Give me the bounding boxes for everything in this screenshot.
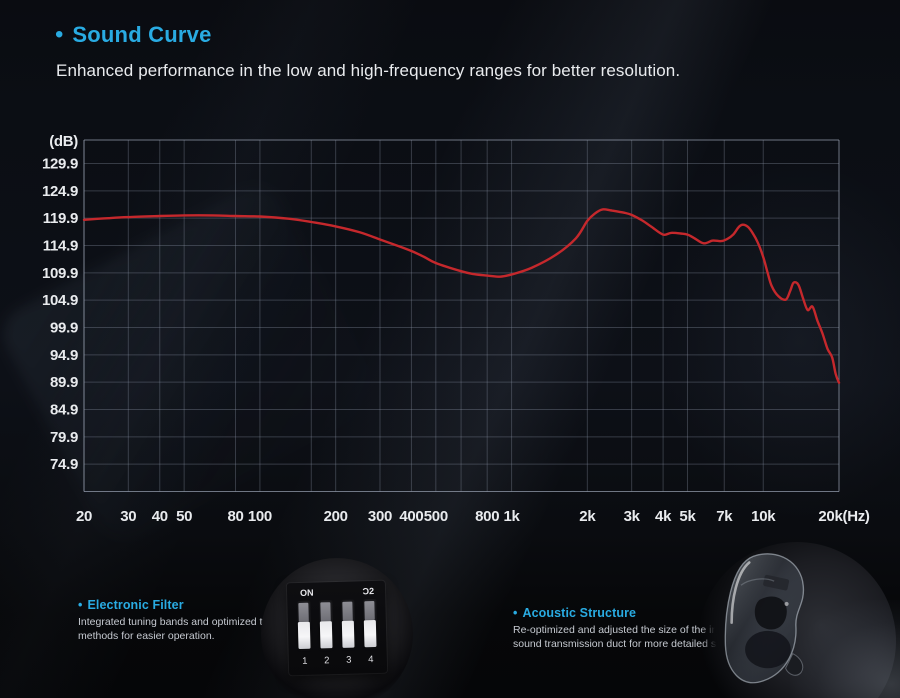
svg-text:2k: 2k	[579, 508, 596, 525]
dip-switch-1	[296, 600, 312, 652]
callout-bullet-icon: •	[513, 606, 518, 620]
svg-text:300: 300	[368, 508, 392, 525]
dip-num-1: 1	[302, 655, 308, 667]
electronic-filter-title: • Electronic Filter	[78, 598, 314, 612]
svg-text:10k: 10k	[751, 508, 776, 525]
svg-text:109.9: 109.9	[42, 265, 78, 282]
svg-text:114.9: 114.9	[43, 238, 78, 255]
chart-border	[83, 139, 840, 492]
dip-num-3: 3	[346, 654, 352, 666]
dip-switch-numbers: 1 2 3 4	[289, 654, 387, 668]
dip-slot-icon	[364, 601, 375, 621]
acoustic-structure-title-text: Acoustic Structure	[522, 606, 637, 620]
svg-text:(dB): (dB)	[49, 133, 78, 150]
earphone-photo	[690, 538, 900, 698]
dip-slot-icon	[342, 601, 353, 621]
svg-text:104.9: 104.9	[42, 292, 78, 309]
svg-text:4k: 4k	[655, 508, 672, 525]
svg-text:80: 80	[227, 508, 243, 525]
acoustic-structure-title: • Acoustic Structure	[513, 606, 759, 620]
acoustic-structure-line1: Re-optimized and adjusted the size of th…	[513, 624, 744, 636]
svg-text:74.9: 74.9	[50, 456, 78, 473]
electronic-filter-description: Integrated tuning bands and optimized tu…	[78, 616, 314, 643]
svg-text:30: 30	[120, 508, 136, 525]
dip-knob-icon	[341, 620, 355, 648]
dip-knob-icon	[363, 619, 377, 648]
svg-text:800: 800	[475, 508, 499, 525]
header: • Sound Curve Enhanced performance in th…	[55, 22, 680, 81]
acoustic-structure-callout: • Acoustic Structure Re-optimized and adj…	[513, 606, 759, 651]
svg-text:200: 200	[324, 508, 348, 525]
svg-text:99.9: 99.9	[50, 320, 78, 337]
electronic-filter-title-text: Electronic Filter	[87, 598, 184, 612]
acoustic-structure-line2: sound transmission duct for more detaile…	[513, 637, 743, 650]
title-bullet-icon: •	[55, 21, 64, 48]
dip-slot-icon	[298, 602, 309, 622]
dip-knob-icon	[319, 621, 333, 649]
svg-text:84.9: 84.9	[50, 402, 78, 419]
svg-text:20: 20	[76, 508, 92, 525]
svg-text:1k: 1k	[504, 508, 521, 525]
earphone-shell-icon	[724, 553, 805, 684]
acoustic-structure-description: Re-optimized and adjusted the size of th…	[513, 624, 759, 651]
y-axis-labels: (dB) 129.9 124.9 119.9 114.9 109.9 104.9 99.9 94…	[42, 133, 79, 473]
x-axis-labels: 20 30 40 50 80 100 200 300 400 500 800 1k 2k 3k 4k 5k 7k…	[76, 508, 870, 525]
dip-slot-icon	[320, 602, 331, 622]
electronic-filter-callout: • Electronic Filter Integrated tuning ban…	[78, 598, 314, 643]
svg-text:40: 40	[152, 508, 168, 525]
dip-brand-mark: Ɔ2	[362, 586, 375, 597]
frequency-response-curve	[82, 208, 841, 384]
dip-switch-2	[318, 600, 334, 651]
svg-text:400: 400	[399, 508, 423, 525]
dip-num-4: 4	[368, 654, 374, 666]
callout-bullet-icon: •	[78, 598, 83, 612]
background-device-ghost	[0, 177, 387, 548]
earphone-photo-highlight	[790, 600, 900, 698]
svg-text:124.9: 124.9	[42, 183, 78, 200]
svg-text:100: 100	[248, 508, 272, 525]
svg-text:89.9: 89.9	[50, 374, 78, 391]
svg-text:129.9: 129.9	[42, 156, 78, 173]
svg-text:5k: 5k	[679, 508, 696, 525]
page-title: Sound Curve	[72, 22, 212, 47]
electronic-filter-line2: methods for easier operation.	[78, 629, 215, 642]
dip-switch-4	[362, 598, 378, 650]
svg-text:94.9: 94.9	[50, 347, 78, 364]
electronic-filter-line1: Integrated tuning bands and optimized tu…	[78, 616, 289, 628]
dip-knob-icon	[297, 621, 311, 650]
svg-text:20k(Hz): 20k(Hz)	[818, 508, 870, 525]
chart-gridlines	[83, 139, 840, 492]
svg-text:50: 50	[176, 508, 192, 525]
dip-on-label: ON	[299, 587, 314, 598]
dip-num-2: 2	[324, 655, 330, 667]
svg-text:79.9: 79.9	[50, 429, 78, 446]
svg-text:119.9: 119.9	[43, 210, 78, 227]
dip-switch-3	[340, 599, 356, 650]
svg-text:7k: 7k	[716, 508, 733, 525]
svg-text:500: 500	[424, 508, 448, 525]
background-earphone-ghost	[655, 160, 900, 520]
page-subtitle: Enhanced performance in the low and high…	[56, 61, 681, 80]
dip-switch: ON Ɔ2 1 2 3 4	[286, 580, 388, 676]
svg-text:3k: 3k	[624, 508, 641, 525]
